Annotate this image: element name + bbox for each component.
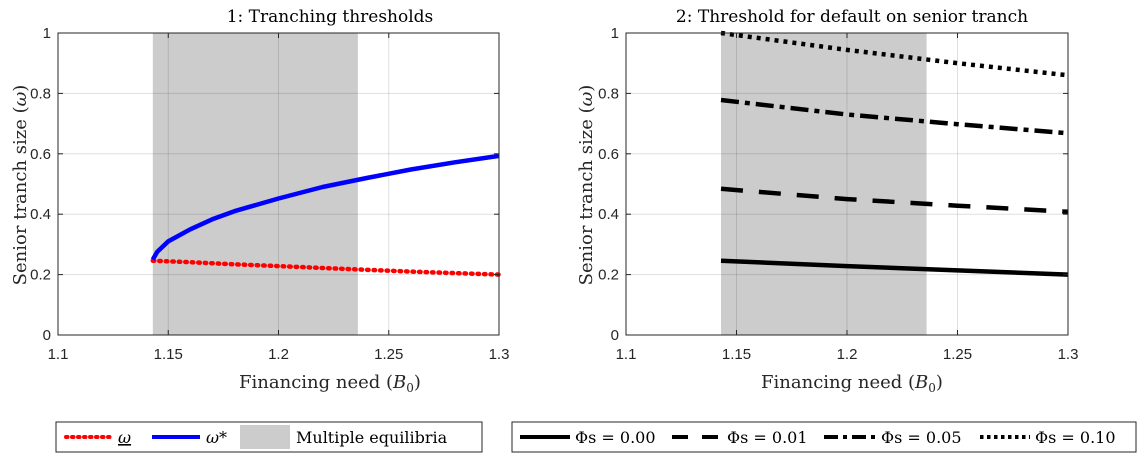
legend-label-phi-5: Φs = 0.05 xyxy=(881,428,962,447)
series-line-3 xyxy=(720,30,1069,78)
legend-label-omega-lower: ω xyxy=(118,428,131,447)
y-tick-label: 0.8 xyxy=(30,85,51,102)
x-tick-label: 1.25 xyxy=(943,346,972,363)
shaded-region xyxy=(152,33,358,335)
panel-2: 2: Threshold for default on senior tranc… xyxy=(576,7,1078,395)
panel-1: 1: Tranching thresholds 1.1 1.15 1.2 1.25 1.… xyxy=(10,7,509,395)
x-tick-label: 1.2 xyxy=(837,346,858,363)
legend-label-omega-star: ω* xyxy=(206,428,227,447)
x-tick-label: 1.1 xyxy=(616,346,637,363)
x-tick-label: 1.15 xyxy=(154,346,183,363)
chart-title: 2: Threshold for default on senior tranc… xyxy=(676,7,1028,27)
legend-2: Φs = 0.00 Φs = 0.01 Φs = 0.05 Φs = 0.10 xyxy=(511,421,1137,453)
y-tick-label: 1 xyxy=(611,25,619,42)
x-axis-label: Financing need (B0) xyxy=(761,372,943,395)
legend-label-phi-10: Φs = 0.10 xyxy=(1035,428,1116,447)
y-tick-label: 0.6 xyxy=(598,146,619,163)
series-line-0 xyxy=(150,258,502,277)
plot-area: 1.1 1.15 1.2 1.25 1.3 0 0.2 0.4 0.6 0.8 1 xyxy=(30,25,509,363)
x-axis-label: Financing need (B0) xyxy=(239,372,421,395)
plot-area: 1.1 1.15 1.2 1.25 1.3 0 0.2 0.4 0.6 0.8 1 xyxy=(598,25,1078,363)
x-tick-label: 1.25 xyxy=(374,346,403,363)
legend-1: ω ω* Multiple equilibria xyxy=(55,421,483,453)
x-tick-label: 1.3 xyxy=(1058,346,1079,363)
series-line-1 xyxy=(150,153,500,261)
y-tick-label: 0.8 xyxy=(598,85,619,102)
x-tick-label: 1.2 xyxy=(268,346,289,363)
y-axis-label: Senior tranch size (ω) xyxy=(576,85,597,286)
legend-label-phi-0: Φs = 0.00 xyxy=(575,428,656,447)
y-tick-label: 0 xyxy=(43,327,51,344)
y-tick-label: 0.2 xyxy=(30,267,51,284)
legend-label-phi-1: Φs = 0.01 xyxy=(727,428,808,447)
y-tick-label: 0.2 xyxy=(598,267,619,284)
legend-label-multiple-equilibria: Multiple equilibria xyxy=(296,428,448,447)
y-tick-label: 1 xyxy=(43,25,51,42)
y-axis-label: Senior tranch size (ω) xyxy=(10,85,31,286)
legend-swatch-multiple-equilibria xyxy=(240,425,290,449)
y-tick-label: 0.4 xyxy=(30,206,51,223)
series-line-2 xyxy=(720,97,1069,136)
chart-title: 1: Tranching thresholds xyxy=(227,7,434,27)
x-tick-label: 1.1 xyxy=(48,346,69,363)
shaded-region xyxy=(721,33,927,335)
x-tick-label: 1.3 xyxy=(489,346,510,363)
y-tick-label: 0.6 xyxy=(30,146,51,163)
x-tick-label: 1.15 xyxy=(722,346,751,363)
y-tick-label: 0 xyxy=(611,327,619,344)
y-tick-label: 0.4 xyxy=(598,206,619,223)
series-line-0 xyxy=(720,258,1069,277)
